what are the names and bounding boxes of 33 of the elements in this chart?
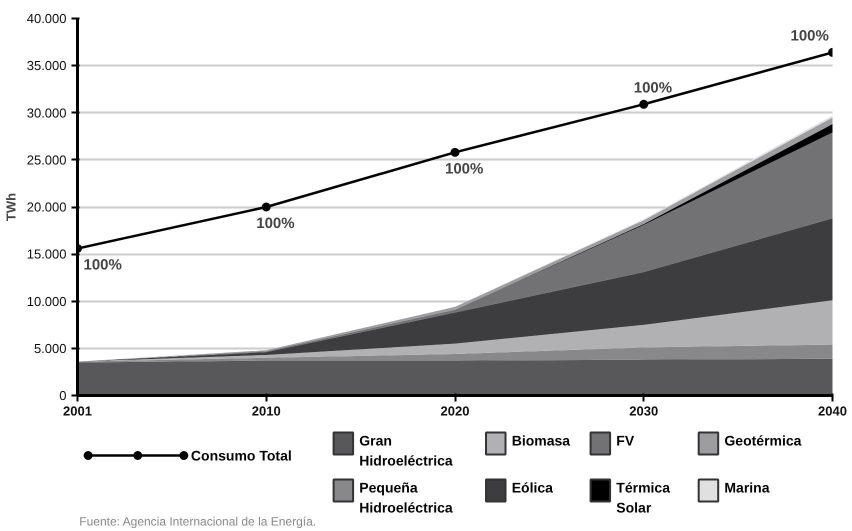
source-note: Fuente: Agencia Internacional de la Energía. — [79, 514, 316, 528]
y-tick-label: 40.000 — [26, 11, 67, 26]
legend-label: Eólica — [512, 480, 554, 496]
x-tick-label: 2030 — [629, 404, 658, 418]
legend-label: Geotérmica — [724, 432, 802, 448]
legend-label: FV — [616, 432, 635, 448]
legend-label: Gran Hidroeléctrica — [359, 432, 453, 468]
x-tick-label: 2010 — [252, 404, 281, 418]
point — [262, 202, 271, 212]
point — [450, 148, 460, 157]
y-tick-label: 20.000 — [26, 200, 67, 214]
x-tick-label: 2020 — [440, 404, 470, 418]
y-tick-label: 25.000 — [26, 152, 67, 168]
legend-label: Consumo Total — [190, 448, 292, 464]
annotation: 100% — [790, 27, 829, 44]
legend-label: Térmica Solar — [616, 480, 670, 516]
annotation: 100% — [634, 79, 672, 96]
y-tick-label: 35.000 — [26, 58, 67, 74]
annotation: 100% — [84, 256, 122, 274]
legend-label: Marina — [724, 480, 770, 496]
annotation: 100% — [445, 160, 484, 178]
y-tick-label: 0 — [59, 388, 67, 403]
y-tick-label: 5.000 — [34, 340, 67, 356]
y-tick-label: 30.000 — [26, 105, 67, 120]
legend-label: Pequeña Hidroeléctrica — [359, 480, 453, 516]
annotation: 100% — [256, 215, 295, 232]
x-tick-label: 2040 — [818, 404, 847, 418]
x-tick-label: 2001 — [63, 404, 92, 418]
point — [639, 100, 648, 109]
y-axis-title: TWh — [4, 192, 19, 222]
legend-label: Biomasa — [512, 432, 570, 448]
y-tick-label: 15.000 — [26, 246, 67, 262]
y-tick-label: 10.000 — [26, 294, 67, 309]
